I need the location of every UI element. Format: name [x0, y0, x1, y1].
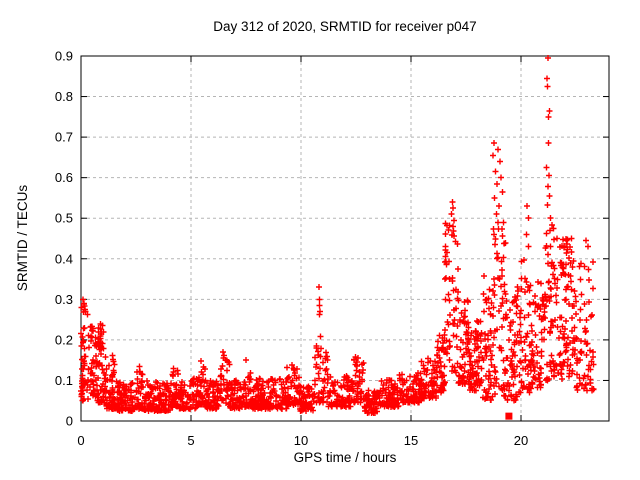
x-tick-label: 20	[514, 433, 528, 448]
y-tick-label: 0.9	[55, 49, 73, 64]
x-tick-label: 15	[404, 433, 418, 448]
x-tick-label: 0	[77, 433, 84, 448]
y-tick-label: 0.7	[55, 130, 73, 145]
scatter-point-square	[505, 412, 513, 420]
x-tick-label: 10	[294, 433, 308, 448]
y-tick-label: 0.4	[55, 251, 73, 266]
chart-title: Day 312 of 2020, SRMTID for receiver p04…	[213, 19, 476, 34]
x-axis-label: GPS time / hours	[294, 450, 397, 465]
y-tick-label: 0.1	[55, 373, 73, 388]
y-tick-label: 0.6	[55, 170, 73, 185]
tick-labels: 0 5 10 15 20 0 0.1 0.2 0.3 0.4 0.5 0.6 0.7 0.8 0.9	[55, 49, 528, 449]
x-tick-label: 5	[187, 433, 194, 448]
y-tick-label: 0	[66, 414, 73, 429]
y-axis-label: SRMTID / TECUs	[15, 185, 30, 292]
scatter-points-plus	[78, 55, 597, 416]
y-tick-label: 0.3	[55, 292, 73, 307]
y-tick-label: 0.8	[55, 89, 73, 104]
y-tick-label: 0.5	[55, 211, 73, 226]
data-points	[78, 55, 597, 420]
plot-border	[80, 55, 610, 422]
y-tick-label: 0.2	[55, 332, 73, 347]
